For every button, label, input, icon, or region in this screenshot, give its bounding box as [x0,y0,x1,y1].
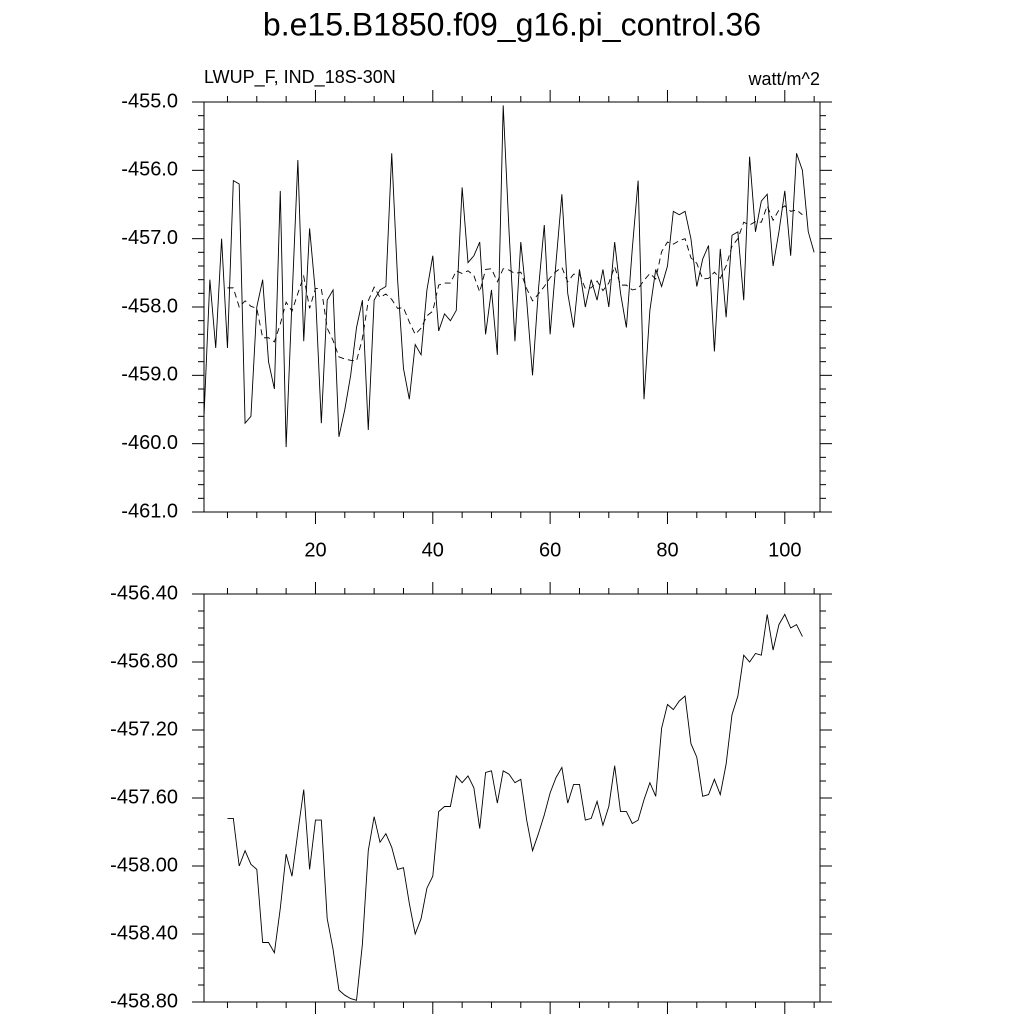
x-tick-label: 80 [656,539,678,561]
data-line [203,105,815,448]
y-tick-label: -457.0 [121,227,178,249]
y-tick-label: -457.60 [110,786,178,808]
y-tick-label: -458.00 [110,854,178,876]
y-tick-label: -458.40 [110,922,178,944]
x-tick-label: 60 [539,539,561,561]
y-tick-label: -460.0 [121,432,178,454]
page-title: b.e15.B1850.f09_g16.pi_control.36 [263,6,761,42]
y-tick-label: -456.40 [110,582,178,604]
x-tick-label: 100 [768,539,801,561]
y-tick-label: -458.0 [121,295,178,317]
plot-frame [203,101,821,513]
y-tick-label: -459.0 [121,364,178,386]
x-tick-label: 40 [422,539,444,561]
y-tick-label: -457.20 [110,718,178,740]
right-title: watt/m^2 [748,69,820,89]
y-tick-label: -458.80 [110,990,178,1012]
y-tick-label: -455.0 [121,90,178,112]
y-tick-label: -456.80 [110,650,178,672]
y-tick-label: -461.0 [121,500,178,522]
plot-frame [203,593,821,1003]
x-tick-label: 20 [304,539,326,561]
y-tick-label: -456.0 [121,159,178,181]
data-line [227,204,803,362]
left-title: LWUP_F, IND_18S-30N [204,67,396,88]
data-line [227,613,803,1001]
